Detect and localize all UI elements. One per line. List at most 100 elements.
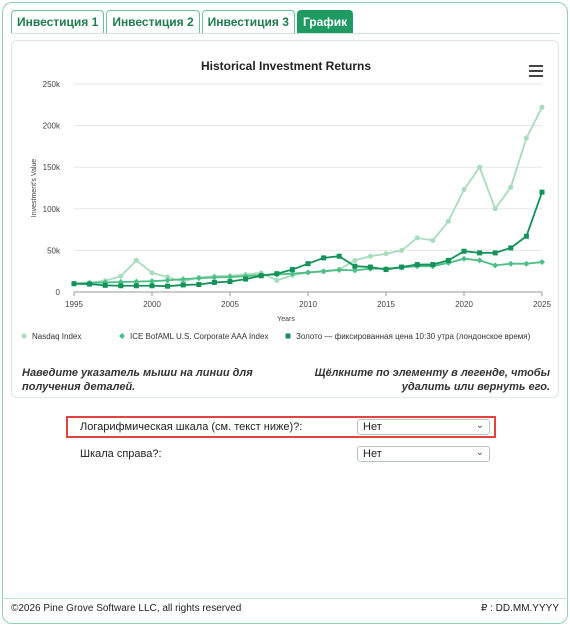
data-point (289, 270, 296, 277)
x-tick-label: 2010 (299, 300, 317, 309)
data-point (242, 273, 249, 280)
data-point (274, 271, 280, 277)
data-point (149, 283, 155, 289)
x-tick-label: 2025 (533, 300, 551, 309)
log-scale-label: Логарифмическая шкала (см. текст ниже)?: (80, 421, 303, 433)
data-point (461, 187, 467, 193)
chart-menu-icon[interactable] (529, 65, 543, 77)
data-point (196, 282, 202, 288)
data-point (289, 267, 295, 273)
data-point (461, 255, 467, 262)
data-point (274, 277, 280, 283)
scale-right-value: Нет (363, 448, 382, 460)
data-point (165, 274, 171, 280)
data-point (461, 248, 467, 254)
y-tick-label: 200k (43, 122, 61, 131)
hover-hint: Наведите указатель мыши на линии для пол… (22, 367, 253, 393)
data-point (383, 251, 389, 257)
chevron-down-icon: ⌄ (475, 420, 484, 431)
data-point (507, 260, 514, 267)
log-scale-row: Логарифмическая шкала (см. текст ниже)?:… (66, 416, 496, 438)
data-point (539, 259, 545, 266)
data-point (430, 237, 436, 243)
tab-bar: Инвестиция 1 Инвестиция 2 Инвестиция 3 Г… (11, 10, 354, 33)
data-point (195, 275, 202, 282)
data-point (133, 257, 139, 263)
data-point (508, 184, 514, 190)
data-point (352, 263, 358, 269)
x-tick-label: 2015 (377, 300, 395, 309)
data-point (523, 233, 529, 239)
scale-right-select[interactable]: Нет ⌄ (357, 446, 490, 462)
log-scale-value: Нет (363, 421, 382, 433)
scale-right-label: Шкала справа?: (80, 448, 162, 460)
series-line-1 (73, 106, 543, 285)
data-point (351, 267, 358, 274)
data-point (414, 235, 420, 241)
legend-item[interactable]: Nasdaq Index (32, 332, 81, 341)
data-point (367, 264, 373, 270)
data-point (118, 283, 124, 289)
x-tick-label: 2000 (143, 300, 161, 309)
data-point (102, 282, 108, 288)
data-point (523, 135, 529, 141)
data-point (149, 278, 155, 285)
data-point (211, 279, 217, 285)
chart-card: Historical Investment Returns 0 50k 100k 150… (11, 40, 559, 398)
tab-chart[interactable]: График (296, 10, 354, 33)
data-point (180, 282, 186, 288)
data-point (118, 273, 124, 279)
data-point (523, 260, 530, 267)
data-point (414, 262, 420, 268)
tab-investment-3[interactable]: Инвестиция 3 (201, 10, 295, 33)
data-point (476, 257, 483, 264)
data-point (399, 264, 405, 270)
copyright: ©2026 Pine Grove Software LLC, all right… (11, 603, 242, 614)
data-point (165, 283, 171, 289)
data-point (87, 281, 93, 287)
data-point (149, 270, 155, 276)
y-tick-label: 150k (43, 163, 61, 172)
data-point (445, 218, 451, 224)
tab-investment-1[interactable]: Инвестиция 1 (11, 10, 105, 33)
data-point (211, 274, 218, 281)
log-scale-select[interactable]: Нет ⌄ (357, 419, 490, 435)
tab-divider (11, 33, 560, 34)
data-point (336, 266, 343, 273)
legend-marker (21, 333, 27, 339)
data-point (133, 278, 140, 285)
data-point (243, 276, 249, 282)
data-point (508, 245, 514, 251)
data-point (71, 281, 77, 287)
legend-item[interactable]: ICE BofAML U.S. Corporate AAA Index (130, 332, 268, 341)
data-point (477, 164, 483, 170)
data-point (320, 268, 327, 275)
legend-item[interactable]: Золото — фиксированная цена 10:30 утра (… (296, 332, 531, 341)
y-tick-label: 0 (56, 288, 61, 297)
footer-divider (2, 598, 568, 599)
data-point (133, 283, 139, 289)
x-tick-label: 1995 (65, 300, 83, 309)
data-point (227, 279, 233, 285)
data-point (492, 250, 498, 256)
investment-chart[interactable]: Historical Investment Returns 0 50k 100k 150… (12, 41, 560, 361)
tab-investment-2[interactable]: Инвестиция 2 (106, 10, 200, 33)
legend-hint: Щёлкните по элементу в легенде, чтобы уд… (314, 367, 550, 393)
data-point (258, 273, 264, 279)
x-tick-label: 2020 (455, 300, 473, 309)
data-point (352, 257, 358, 263)
data-point (164, 277, 171, 284)
scale-right-row: Шкала справа?: Нет ⌄ (66, 443, 496, 465)
chart-title: Historical Investment Returns (201, 59, 371, 73)
legend-marker (285, 333, 291, 339)
data-point (336, 253, 342, 259)
y-tick-label: 100k (43, 205, 61, 214)
data-point (180, 276, 187, 283)
data-point (492, 262, 499, 269)
x-tick-label: 2005 (221, 300, 239, 309)
data-point (539, 104, 545, 110)
data-point (227, 274, 233, 281)
data-point (445, 257, 451, 263)
y-axis-title: Investment's Value (31, 159, 38, 218)
date-format: ₽ : DD.MM.YYYY (480, 603, 559, 614)
